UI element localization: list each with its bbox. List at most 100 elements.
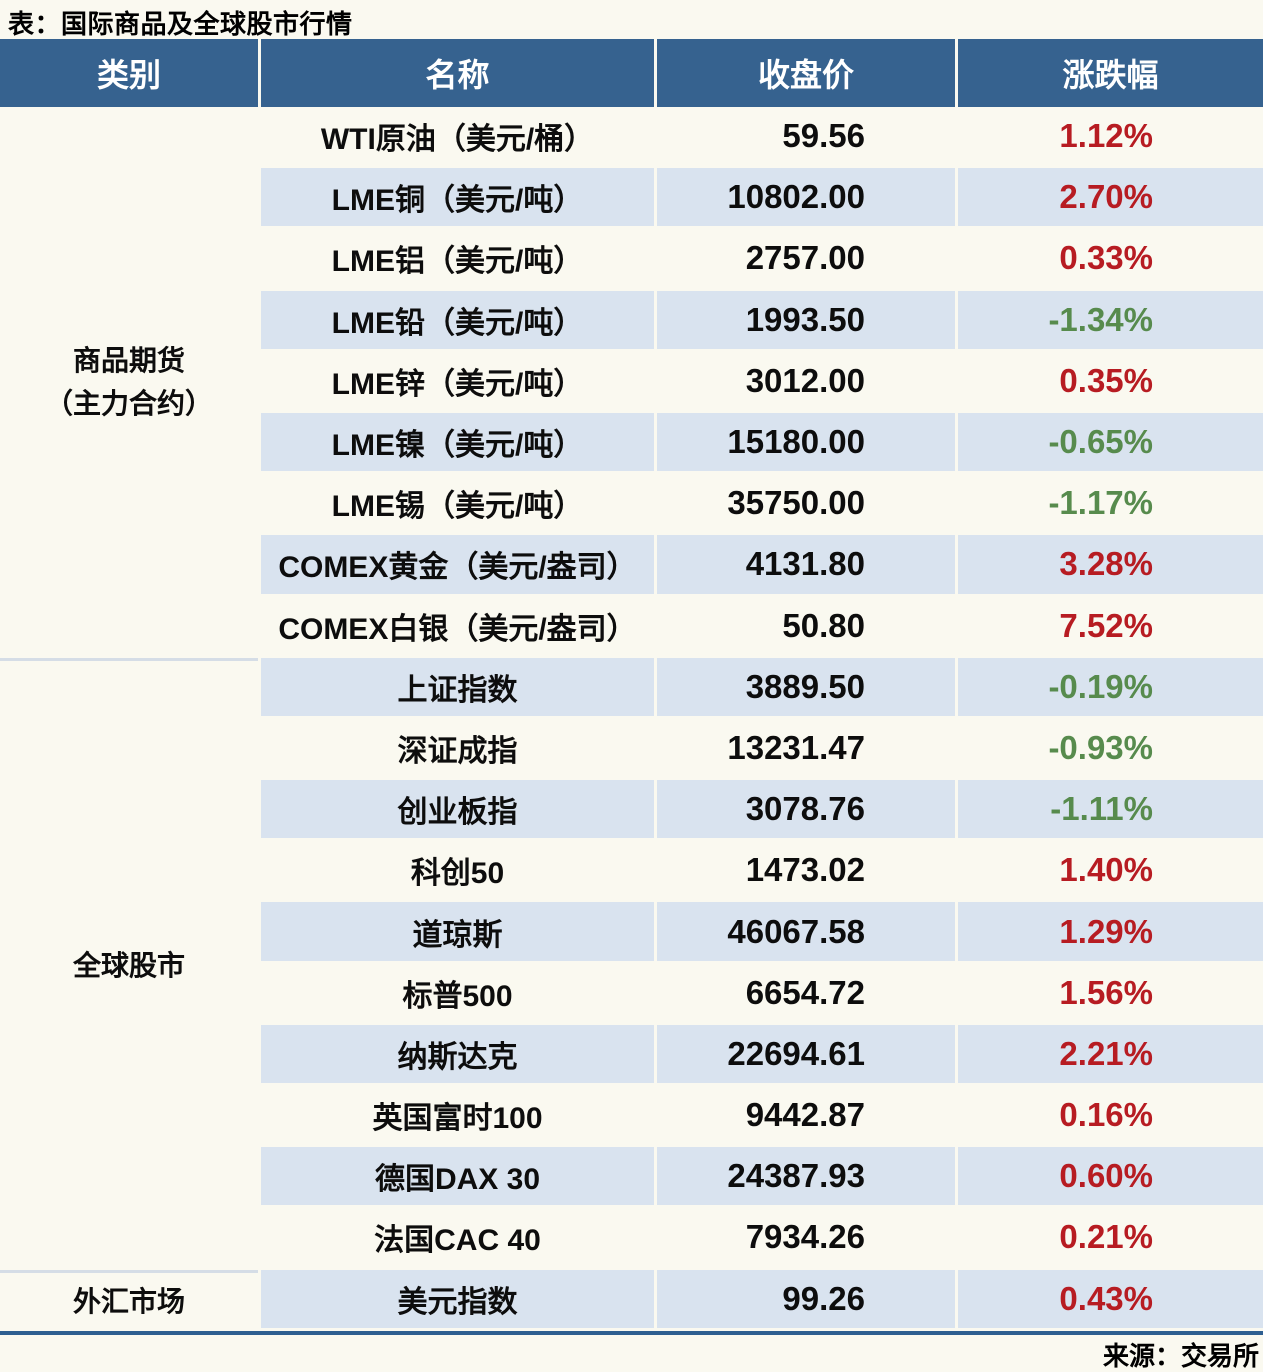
header-cell-name: 名称 xyxy=(261,39,657,107)
table-row: 德国DAX 30 24387.93 0.60% xyxy=(261,1147,1263,1209)
category-section: 全球股市 xyxy=(0,657,258,1270)
close-price-cell: 6654.72 xyxy=(657,963,958,1022)
table-row: 美元指数 99.26 0.43% xyxy=(261,1269,1263,1331)
table-row: 科创50 1473.02 1.40% xyxy=(261,841,1263,903)
change-percent-cell: 2.70% xyxy=(1059,178,1153,216)
close-price-cell: 46067.58 xyxy=(657,902,958,961)
table-bottom-border xyxy=(0,1330,1263,1335)
change-percent-cell: 1.40% xyxy=(1059,851,1153,889)
table-row: 英国富时100 9442.87 0.16% xyxy=(261,1086,1263,1148)
market-table: 类别 名称 收盘价 涨跌幅 商品期货 （主力合约） 全球股市外汇市场 WTI原油（美… xyxy=(0,39,1263,1335)
table-body: 商品期货 （主力合约） 全球股市外汇市场 WTI原油（美元/桶） 59.56 1.12%… xyxy=(0,107,1263,1331)
change-percent-cell: 3.28% xyxy=(1059,545,1153,583)
change-percent-cell: 0.16% xyxy=(1059,1096,1153,1134)
category-section: 商品期货 （主力合约） xyxy=(0,107,258,658)
table-row: 上证指数 3889.50 -0.19% xyxy=(261,657,1263,719)
change-percent-cell: 0.43% xyxy=(1059,1279,1153,1317)
instrument-name-cell: LME铜（美元/吨） xyxy=(261,168,657,227)
table-row: 道琼斯 46067.58 1.29% xyxy=(261,902,1263,964)
instrument-name-cell: 道琼斯 xyxy=(261,902,657,961)
table-row: LME锡（美元/吨） 35750.00 -1.17% xyxy=(261,474,1263,536)
change-percent-cell: -0.93% xyxy=(1048,728,1153,766)
instrument-name-cell: 英国富时100 xyxy=(261,1086,657,1145)
close-price-cell: 1473.02 xyxy=(657,841,958,900)
change-percent-cell: 1.56% xyxy=(1059,973,1153,1011)
instrument-name-cell: 上证指数 xyxy=(261,657,657,716)
close-price-cell: 3078.76 xyxy=(657,780,958,839)
table-header: 类别 名称 收盘价 涨跌幅 xyxy=(0,39,1263,107)
instrument-name-cell: 法国CAC 40 xyxy=(261,1208,657,1267)
instrument-name-cell: LME锌（美元/吨） xyxy=(261,351,657,410)
instrument-name-cell: LME锡（美元/吨） xyxy=(261,474,657,533)
table-row: LME铜（美元/吨） 10802.00 2.70% xyxy=(261,168,1263,230)
close-price-cell: 35750.00 xyxy=(657,474,958,533)
instrument-name-cell: LME镍（美元/吨） xyxy=(261,412,657,472)
change-percent-cell: 0.21% xyxy=(1059,1218,1153,1256)
change-percent-cell: 0.60% xyxy=(1059,1157,1153,1195)
instrument-name-cell: 美元指数 xyxy=(261,1269,657,1328)
header-cell-category: 类别 xyxy=(0,39,261,107)
close-price-cell: 15180.00 xyxy=(657,412,958,472)
category-label: 商品期货 xyxy=(72,345,185,376)
close-price-cell: 1993.50 xyxy=(657,290,958,349)
close-price-cell: 4131.80 xyxy=(657,535,958,594)
table-row: 纳斯达克 22694.61 2.21% xyxy=(261,1024,1263,1086)
change-percent-cell: 7.52% xyxy=(1059,606,1153,644)
close-price-cell: 13231.47 xyxy=(657,718,958,778)
header-cell-change: 涨跌幅 xyxy=(1062,57,1159,93)
table-row: 标普500 6654.72 1.56% xyxy=(261,963,1263,1025)
page-title: 表：国际商品及全球股市行情 xyxy=(8,9,353,39)
instrument-name-cell: COMEX黄金（美元/盎司） xyxy=(261,535,657,594)
close-price-cell: 2757.00 xyxy=(657,229,958,288)
change-percent-cell: -0.19% xyxy=(1048,667,1153,705)
close-price-cell: 24387.93 xyxy=(657,1147,958,1206)
instrument-name-cell: LME铝（美元/吨） xyxy=(261,229,657,288)
close-price-cell: 22694.61 xyxy=(657,1024,958,1083)
change-percent-cell: -0.65% xyxy=(1048,423,1153,461)
table-row: 法国CAC 40 7934.26 0.21% xyxy=(261,1208,1263,1270)
change-percent-cell: 1.29% xyxy=(1059,912,1153,950)
rows-column: WTI原油（美元/桶） 59.56 1.12% LME铜（美元/吨） 10802.00 2… xyxy=(261,107,1263,1331)
table-row: LME铝（美元/吨） 2757.00 0.33% xyxy=(261,229,1263,291)
instrument-name-cell: 标普500 xyxy=(261,963,657,1022)
close-price-cell: 59.56 xyxy=(657,107,958,166)
table-row: LME锌（美元/吨） 3012.00 0.35% xyxy=(261,351,1263,413)
instrument-name-cell: WTI原油（美元/桶） xyxy=(261,107,657,166)
table-row: LME镍（美元/吨） 15180.00 -0.65% xyxy=(261,412,1263,475)
table-row: WTI原油（美元/桶） 59.56 1.12% xyxy=(261,107,1263,169)
table-row: 创业板指 3078.76 -1.11% xyxy=(261,780,1263,842)
instrument-name-cell: 德国DAX 30 xyxy=(261,1147,657,1206)
instrument-name-cell: 科创50 xyxy=(261,841,657,900)
instrument-name-cell: LME铅（美元/吨） xyxy=(261,290,657,349)
instrument-name-cell: 创业板指 xyxy=(261,780,657,839)
category-column: 商品期货 （主力合约） 全球股市外汇市场 xyxy=(0,107,261,1331)
change-percent-cell: 0.35% xyxy=(1059,361,1153,399)
change-percent-cell: -1.17% xyxy=(1048,484,1153,522)
change-percent-cell: 0.33% xyxy=(1059,239,1153,277)
instrument-name-cell: 纳斯达克 xyxy=(261,1024,657,1083)
source-caption: 来源：交易所 xyxy=(1102,1341,1259,1371)
change-percent-cell: -1.11% xyxy=(1050,790,1153,828)
close-price-cell: 50.80 xyxy=(657,596,958,655)
close-price-cell: 9442.87 xyxy=(657,1086,958,1145)
close-price-cell: 10802.00 xyxy=(657,168,958,227)
change-percent-cell: 2.21% xyxy=(1059,1034,1153,1072)
instrument-name-cell: 深证成指 xyxy=(261,718,657,778)
category-section: 外汇市场 xyxy=(0,1269,258,1331)
change-percent-cell: 1.12% xyxy=(1059,117,1153,155)
table-row: COMEX白银（美元/盎司） 50.80 7.52% xyxy=(261,596,1263,658)
close-price-cell: 3012.00 xyxy=(657,351,958,410)
header-cell-close: 收盘价 xyxy=(657,39,958,107)
close-price-cell: 99.26 xyxy=(657,1269,958,1328)
category-label: 外汇市场 xyxy=(72,1286,185,1318)
category-label: 全球股市 xyxy=(72,949,185,981)
change-percent-cell: -1.34% xyxy=(1048,300,1153,338)
close-price-cell: 3889.50 xyxy=(657,657,958,716)
category-label: （主力合约） xyxy=(44,388,213,420)
close-price-cell: 7934.26 xyxy=(657,1208,958,1267)
table-row: 深证成指 13231.47 -0.93% xyxy=(261,718,1263,781)
instrument-name-cell: COMEX白银（美元/盎司） xyxy=(261,596,657,655)
table-row: COMEX黄金（美元/盎司） 4131.80 3.28% xyxy=(261,535,1263,597)
table-row: LME铅（美元/吨） 1993.50 -1.34% xyxy=(261,290,1263,352)
